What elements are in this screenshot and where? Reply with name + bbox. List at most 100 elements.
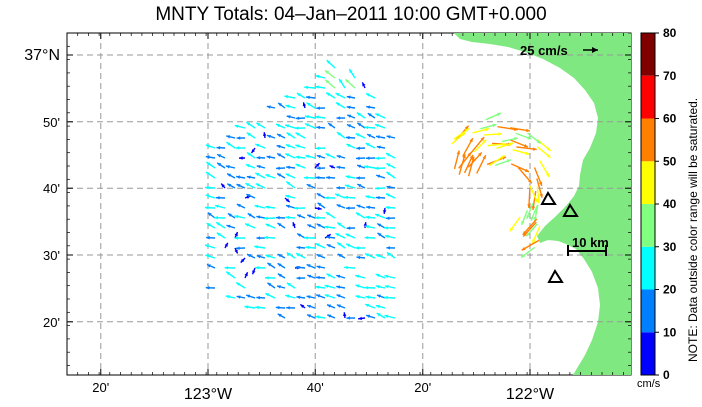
current-vector bbox=[240, 258, 245, 263]
current-vector bbox=[532, 147, 537, 151]
current-vector bbox=[376, 294, 381, 298]
current-vector bbox=[465, 128, 470, 133]
current-vector bbox=[533, 216, 538, 221]
current-vector bbox=[365, 225, 369, 229]
current-vector bbox=[316, 265, 321, 269]
scale-vector-label: 25 cm/s bbox=[520, 43, 568, 58]
current-vector bbox=[376, 174, 381, 178]
current-vector bbox=[326, 175, 330, 180]
colorbar-segment bbox=[641, 161, 655, 204]
current-vector bbox=[256, 254, 261, 259]
current-vector bbox=[234, 124, 239, 129]
current-vector bbox=[526, 214, 530, 219]
colorbar-segment bbox=[641, 289, 655, 333]
current-vector bbox=[374, 123, 379, 128]
current-vector bbox=[207, 212, 212, 217]
current-vector bbox=[482, 155, 486, 160]
current-vector bbox=[386, 252, 391, 256]
current-vector bbox=[254, 245, 259, 249]
land-coastline bbox=[454, 33, 631, 375]
current-vector bbox=[336, 165, 341, 170]
current-vector bbox=[384, 284, 389, 289]
current-vector bbox=[527, 204, 531, 208]
current-vector bbox=[531, 206, 536, 211]
current-vector bbox=[205, 254, 210, 258]
current-vector bbox=[277, 134, 282, 138]
current-vector bbox=[317, 206, 322, 211]
current-vector bbox=[315, 163, 320, 167]
current-vector bbox=[326, 235, 331, 240]
current-vector bbox=[286, 252, 291, 257]
current-vector bbox=[366, 105, 371, 109]
current-vector bbox=[295, 265, 300, 270]
current-vector bbox=[205, 194, 210, 198]
current-vector bbox=[336, 294, 341, 298]
current-vector bbox=[234, 236, 239, 240]
current-vector bbox=[244, 305, 249, 309]
current-vector bbox=[346, 243, 351, 247]
current-vector bbox=[315, 115, 319, 119]
current-vector bbox=[255, 305, 259, 310]
current-vector bbox=[277, 153, 282, 157]
current-vector bbox=[317, 202, 322, 207]
current-vector bbox=[252, 270, 256, 275]
current-vector bbox=[265, 205, 269, 209]
current-vector bbox=[364, 285, 369, 290]
current-vector bbox=[328, 123, 333, 127]
current-vector bbox=[285, 153, 290, 157]
current-vector bbox=[345, 79, 350, 84]
current-vector bbox=[216, 146, 221, 150]
current-vector bbox=[296, 276, 301, 280]
current-vector bbox=[346, 124, 351, 128]
current-vector bbox=[276, 285, 281, 289]
current-vector bbox=[292, 222, 296, 227]
current-vector bbox=[316, 166, 321, 170]
current-vector bbox=[539, 193, 543, 198]
current-vector bbox=[305, 245, 310, 250]
current-vector bbox=[336, 204, 341, 208]
current-vector bbox=[358, 316, 362, 321]
station-triangle-icon bbox=[562, 203, 579, 217]
current-vector bbox=[246, 175, 251, 179]
current-vector bbox=[325, 79, 330, 84]
current-vector bbox=[206, 223, 211, 227]
current-vector bbox=[534, 198, 538, 203]
current-vector bbox=[376, 313, 381, 317]
current-vector bbox=[514, 137, 518, 141]
current-vector bbox=[267, 134, 272, 139]
current-vector bbox=[365, 295, 370, 299]
current-vector bbox=[521, 220, 525, 225]
station-triangle-icon bbox=[547, 269, 564, 283]
current-vector bbox=[256, 122, 261, 127]
current-vector bbox=[256, 165, 261, 169]
current-vector bbox=[365, 156, 370, 160]
current-vector bbox=[316, 294, 321, 298]
current-vector bbox=[365, 303, 370, 308]
current-vector bbox=[345, 135, 350, 140]
current-vector bbox=[382, 210, 387, 214]
current-vector bbox=[315, 74, 320, 79]
colorbar-tick-label: 80 bbox=[663, 26, 677, 40]
scale-vector: 25 cm/s bbox=[520, 43, 598, 58]
current-vector bbox=[356, 176, 360, 180]
current-vector bbox=[276, 166, 280, 170]
lon-tick-label: 20' bbox=[414, 380, 431, 395]
current-vector bbox=[300, 304, 305, 308]
current-vector bbox=[356, 146, 360, 150]
current-vector bbox=[365, 143, 370, 147]
current-vector bbox=[224, 266, 229, 270]
current-vector bbox=[225, 294, 230, 299]
current-vector bbox=[384, 314, 389, 319]
current-vector bbox=[286, 115, 291, 119]
current-vector bbox=[296, 245, 301, 250]
current-vector bbox=[236, 204, 241, 208]
current-vector bbox=[337, 242, 342, 247]
scale-distance: 10 km bbox=[567, 235, 609, 256]
current-vector bbox=[528, 179, 532, 184]
current-vector bbox=[294, 206, 298, 210]
current-vector bbox=[546, 147, 551, 151]
colorbar-tick-label: 20 bbox=[663, 283, 677, 297]
current-vector bbox=[256, 236, 261, 240]
current-vector bbox=[276, 215, 280, 220]
current-vector bbox=[315, 85, 319, 89]
